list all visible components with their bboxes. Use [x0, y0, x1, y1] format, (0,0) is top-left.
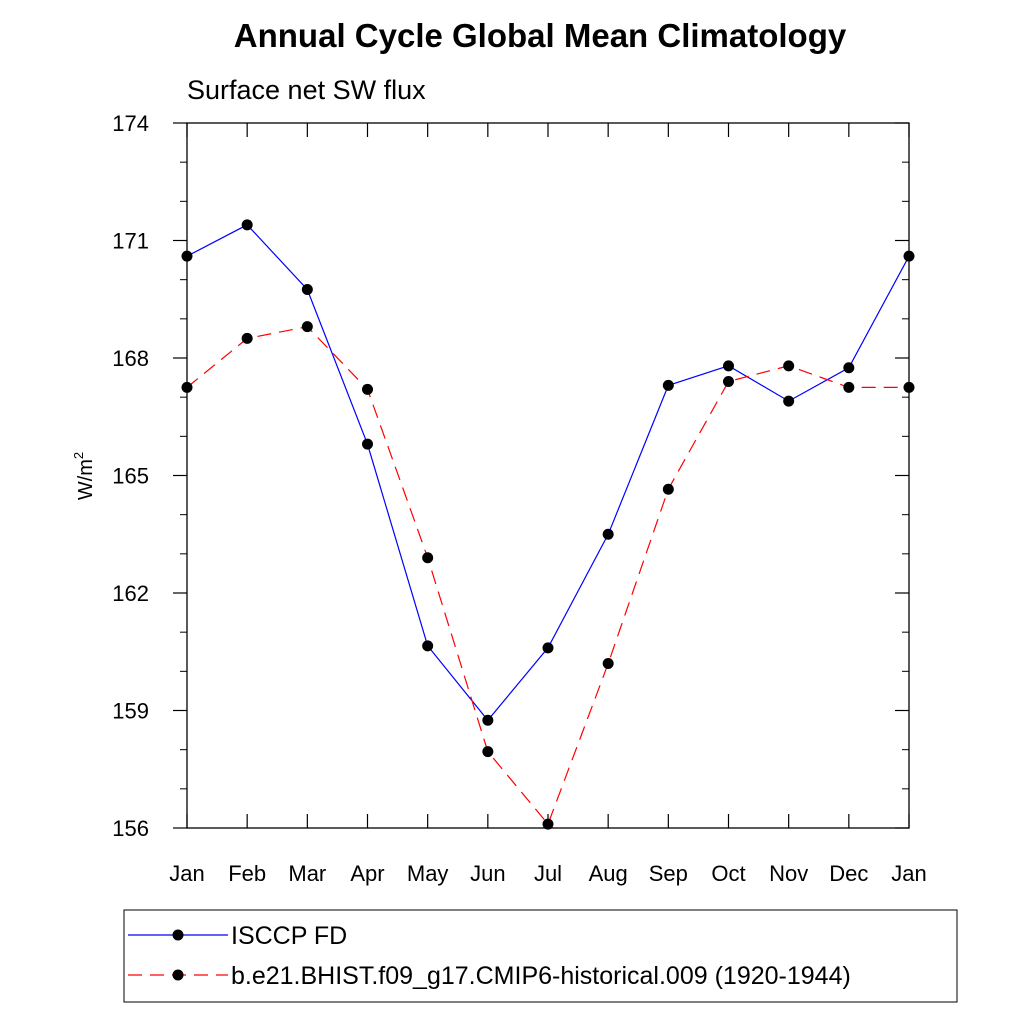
series-2-point [662, 483, 674, 495]
legend-marker-2 [172, 969, 184, 981]
series-2-point [542, 818, 554, 830]
series-2-point [241, 332, 253, 344]
y-tick-label: 162 [112, 581, 149, 606]
series-1-point [181, 250, 193, 262]
series-2-point [602, 658, 614, 669]
axis-ticks: 156 159 162 165 168 171 174 Jan Feb Mar Apr May Jun J… [112, 111, 926, 886]
series-lines [186, 224, 910, 826]
series-1-point [843, 362, 855, 374]
y-tick-label: 171 [112, 229, 149, 254]
y-tick-label: 159 [112, 699, 149, 724]
series-1-point [723, 360, 734, 372]
series-line-2 [186, 326, 909, 826]
x-tick-label: May [407, 861, 449, 886]
x-tick-label: Aug [589, 861, 628, 886]
x-tick-label: Jun [470, 861, 505, 886]
chart-subtitle: Surface net SW flux [187, 75, 426, 105]
y-axis-label-superscript: 2 [71, 452, 86, 459]
legend-label-2: b.e21.BHIST.f09_g17.CMIP6-historical.009… [231, 962, 851, 990]
series-2-point [301, 321, 313, 333]
x-tick-label: Oct [711, 861, 745, 886]
y-tick-label: 165 [112, 464, 149, 489]
series-points [181, 219, 915, 830]
legend: ISCCP FD b.e21.BHIST.f09_g17.CMIP6-histor… [128, 922, 851, 990]
series-1-point [482, 714, 494, 726]
series-2-point [783, 360, 795, 372]
x-tick-label: Sep [649, 861, 688, 886]
series-2-point [482, 746, 494, 758]
legend-label-1: ISCCP FD [231, 922, 347, 950]
plot-frame [186, 122, 910, 829]
x-tick-label: Nov [769, 861, 808, 886]
y-tick-label: 168 [112, 346, 149, 371]
series-2-point [723, 376, 734, 387]
series-1-point [903, 250, 915, 262]
y-tick-label: 156 [112, 816, 149, 841]
x-tick-label: Dec [829, 861, 868, 886]
x-tick-label: Jul [534, 861, 562, 886]
x-tick-label: Feb [228, 861, 266, 886]
legend-marker-1 [172, 929, 184, 941]
series-1-point [422, 640, 434, 652]
series-1-point [662, 379, 674, 391]
series-1-point [602, 528, 614, 540]
x-tick-label: Jan [169, 861, 204, 886]
series-2-point [362, 383, 373, 395]
series-2-point [422, 552, 434, 564]
series-1-point [241, 219, 253, 231]
y-axis-label-text: W/m [75, 459, 97, 500]
svg-text:W/m2: W/m2 [71, 452, 97, 500]
series-1-point [362, 438, 373, 450]
series-1-point [783, 395, 795, 407]
series-2-point [903, 381, 915, 393]
series-2-point [843, 381, 855, 393]
x-tick-label: Mar [288, 861, 326, 886]
y-tick-label: 174 [112, 111, 149, 136]
series-1-point [301, 283, 313, 295]
series-1-point [542, 642, 554, 654]
x-tick-label: Jan [891, 861, 926, 886]
legend-box [123, 909, 958, 1003]
series-2-point [181, 381, 193, 393]
chart-title: Annual Cycle Global Mean Climatology [234, 17, 847, 54]
y-axis-label: W/m2 [71, 452, 97, 500]
x-tick-label: Apr [350, 861, 384, 886]
